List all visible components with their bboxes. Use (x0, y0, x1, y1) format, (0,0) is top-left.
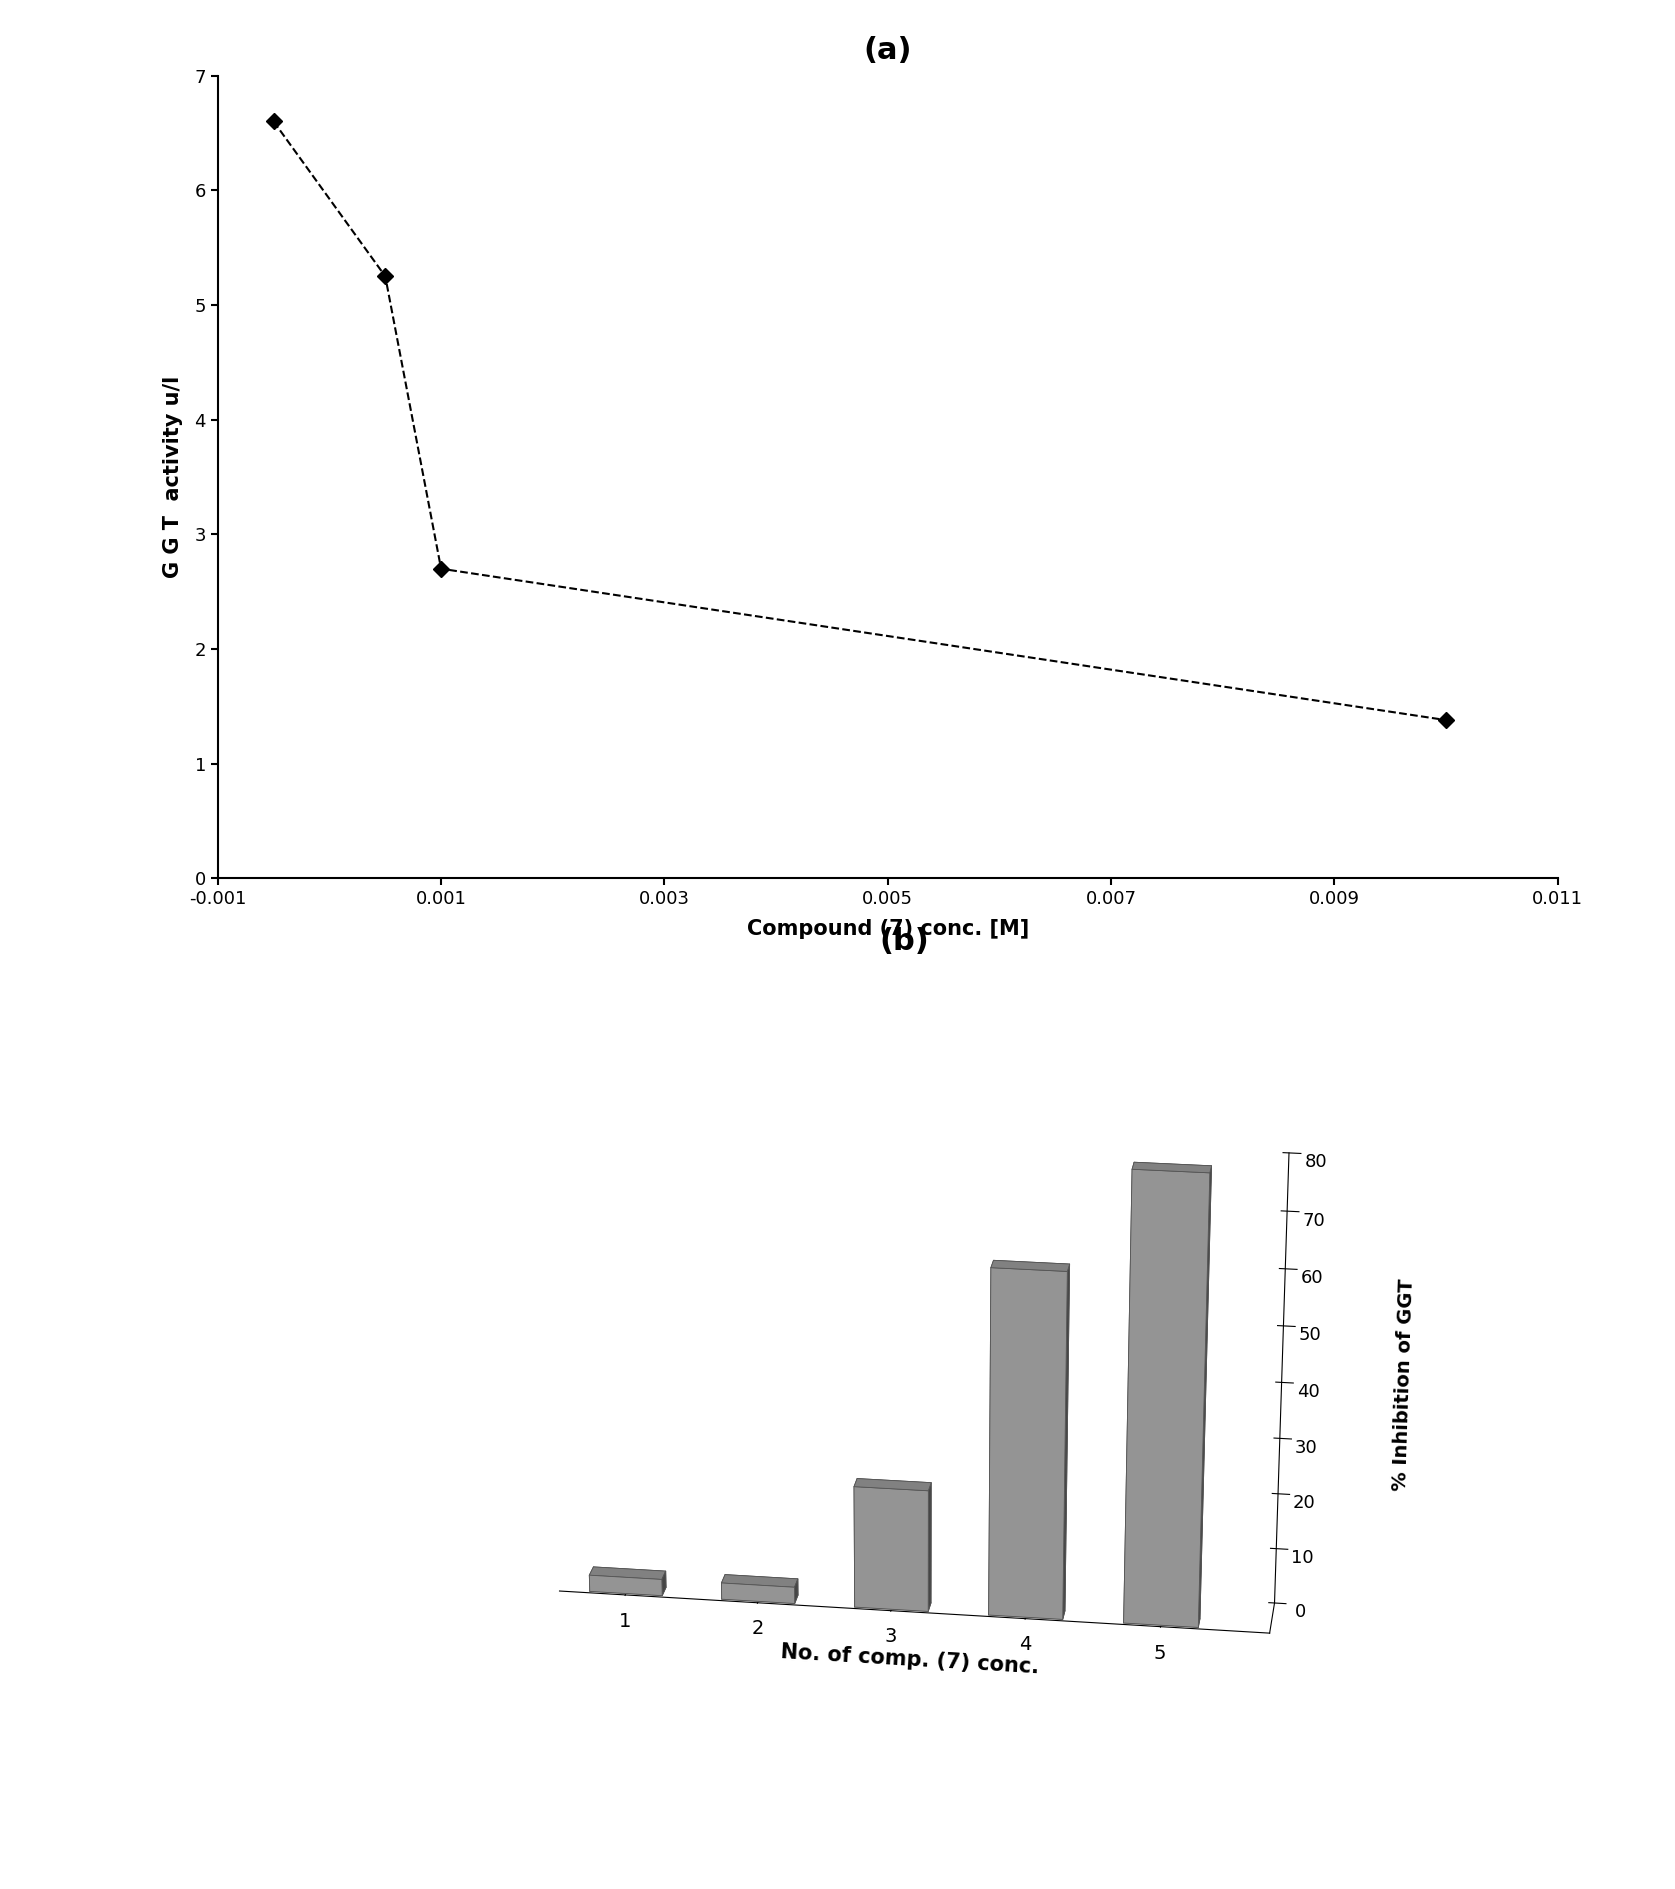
Y-axis label: G G T  activity u/l: G G T activity u/l (164, 376, 183, 578)
Title: (b): (b) (879, 926, 930, 956)
X-axis label: Compound (7) conc. [M]: Compound (7) conc. [M] (747, 920, 1028, 939)
X-axis label: No. of comp. (7) conc.: No. of comp. (7) conc. (781, 1642, 1040, 1677)
Title: (a): (a) (864, 36, 911, 64)
